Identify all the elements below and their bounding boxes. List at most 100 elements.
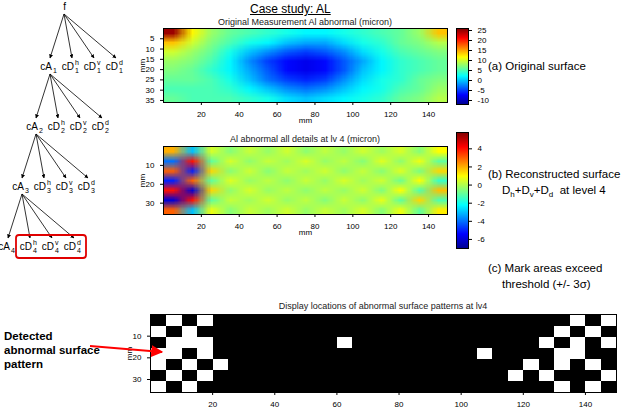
svg-text:40: 40 <box>235 222 244 231</box>
svg-text:35: 35 <box>146 96 155 105</box>
svg-text:140: 140 <box>422 110 436 119</box>
svg-text:0: 0 <box>478 76 483 85</box>
svg-text:60: 60 <box>273 222 282 231</box>
svg-text:3: 3 <box>91 187 95 194</box>
svg-text:1: 1 <box>75 67 79 74</box>
svg-text:-10: -10 <box>478 96 490 105</box>
svg-text:10: 10 <box>146 161 155 170</box>
svg-text:f: f <box>63 1 66 12</box>
svg-text:5: 5 <box>478 66 483 75</box>
svg-text:cD: cD <box>56 181 68 192</box>
svg-text:30: 30 <box>146 199 155 208</box>
svg-text:v: v <box>55 239 59 246</box>
svg-text:d: d <box>119 59 123 66</box>
svg-text:-6: -6 <box>478 235 486 244</box>
svg-text:mm: mm <box>138 59 147 73</box>
svg-text:60: 60 <box>273 110 282 119</box>
svg-text:h: h <box>47 179 51 186</box>
svg-text:100: 100 <box>346 110 360 119</box>
svg-text:30: 30 <box>146 86 155 95</box>
svg-text:2: 2 <box>61 127 65 134</box>
svg-text:d: d <box>91 179 95 186</box>
svg-text:4: 4 <box>11 247 15 254</box>
svg-text:-2: -2 <box>478 199 486 208</box>
svg-text:cD: cD <box>84 61 96 72</box>
svg-text:20: 20 <box>197 110 206 119</box>
svg-text:d: d <box>77 239 81 246</box>
svg-text:100: 100 <box>454 400 468 409</box>
html-text:threshold (+/- 3σ): threshold (+/- 3σ) <box>502 278 591 290</box>
svg-text:2: 2 <box>105 127 109 134</box>
svg-text:4: 4 <box>55 247 59 254</box>
svg-text:cD: cD <box>106 61 118 72</box>
svg-text:4: 4 <box>33 247 37 254</box>
svg-text:cD: cD <box>92 121 104 132</box>
svg-text:cA: cA <box>0 241 10 252</box>
svg-text:cD: cD <box>42 241 54 252</box>
svg-text:100: 100 <box>346 222 360 231</box>
html-text:(b) Reconstructed surface: (b) Reconstructed surface <box>488 168 621 180</box>
svg-text:cA: cA <box>40 61 52 72</box>
svg-text:2: 2 <box>39 127 43 134</box>
svg-text:cD: cD <box>34 181 46 192</box>
svg-text:120: 120 <box>384 110 398 119</box>
svg-text:10: 10 <box>133 332 142 341</box>
svg-text:40: 40 <box>270 400 279 409</box>
svg-text:cD: cD <box>78 181 90 192</box>
svg-text:mm: mm <box>299 116 313 125</box>
svg-text:cD: cD <box>20 241 32 252</box>
svg-text:25: 25 <box>478 26 487 35</box>
html-text:Case study: AL: Case study: AL <box>250 2 331 16</box>
svg-text:120: 120 <box>384 222 398 231</box>
svg-text:2: 2 <box>478 162 483 171</box>
svg-text:20: 20 <box>478 36 487 45</box>
svg-text:15: 15 <box>478 46 487 55</box>
svg-text:mm: mm <box>138 174 147 188</box>
svg-text:mm: mm <box>299 228 313 237</box>
svg-text:v: v <box>83 119 87 126</box>
svg-text:30: 30 <box>133 375 142 384</box>
svg-text:1: 1 <box>53 67 57 74</box>
svg-text:25: 25 <box>146 75 155 84</box>
html-text:(c) Mark areas exceed: (c) Mark areas exceed <box>488 262 603 274</box>
svg-text:20: 20 <box>145 65 155 75</box>
svg-text:0: 0 <box>478 181 483 190</box>
svg-text:-5: -5 <box>478 86 486 95</box>
svg-text:3: 3 <box>47 187 51 194</box>
svg-text:4: 4 <box>77 247 81 254</box>
svg-text:15: 15 <box>145 54 155 64</box>
svg-text:cA: cA <box>26 121 38 132</box>
svg-text:cD: cD <box>64 241 76 252</box>
svg-text:3: 3 <box>25 187 29 194</box>
svg-text:140: 140 <box>579 400 593 409</box>
html-text:Dh+Dv+Ddat level 4: Dh+Dv+Ddat level 4 <box>502 184 606 200</box>
svg-text:v: v <box>97 59 101 66</box>
svg-text:1: 1 <box>97 67 101 74</box>
svg-text:5: 5 <box>150 34 155 43</box>
svg-text:20: 20 <box>197 222 206 231</box>
svg-text:40: 40 <box>235 110 244 119</box>
svg-text:20: 20 <box>208 400 217 409</box>
svg-text:10: 10 <box>146 45 155 54</box>
svg-text:140: 140 <box>422 222 436 231</box>
html-text:Detected abnormal surface patt: Detected abnormal surface pattern <box>4 330 100 370</box>
svg-text:h: h <box>61 119 65 126</box>
svg-text:cD: cD <box>70 121 82 132</box>
svg-text:h: h <box>75 59 79 66</box>
svg-text:10: 10 <box>478 56 487 65</box>
svg-text:cD: cD <box>62 61 74 72</box>
svg-text:d: d <box>105 119 109 126</box>
svg-text:4: 4 <box>478 144 483 153</box>
svg-text:60: 60 <box>332 400 341 409</box>
svg-text:2: 2 <box>83 127 87 134</box>
svg-text:-4: -4 <box>478 217 486 226</box>
svg-text:3: 3 <box>69 187 73 194</box>
svg-text:120: 120 <box>517 400 531 409</box>
html-text:(a) Original surface: (a) Original surface <box>488 60 586 72</box>
svg-text:1: 1 <box>119 67 123 74</box>
svg-text:h: h <box>33 239 37 246</box>
svg-text:v: v <box>69 179 73 186</box>
svg-text:80: 80 <box>395 400 404 409</box>
svg-text:cA: cA <box>12 181 24 192</box>
svg-text:cD: cD <box>48 121 60 132</box>
